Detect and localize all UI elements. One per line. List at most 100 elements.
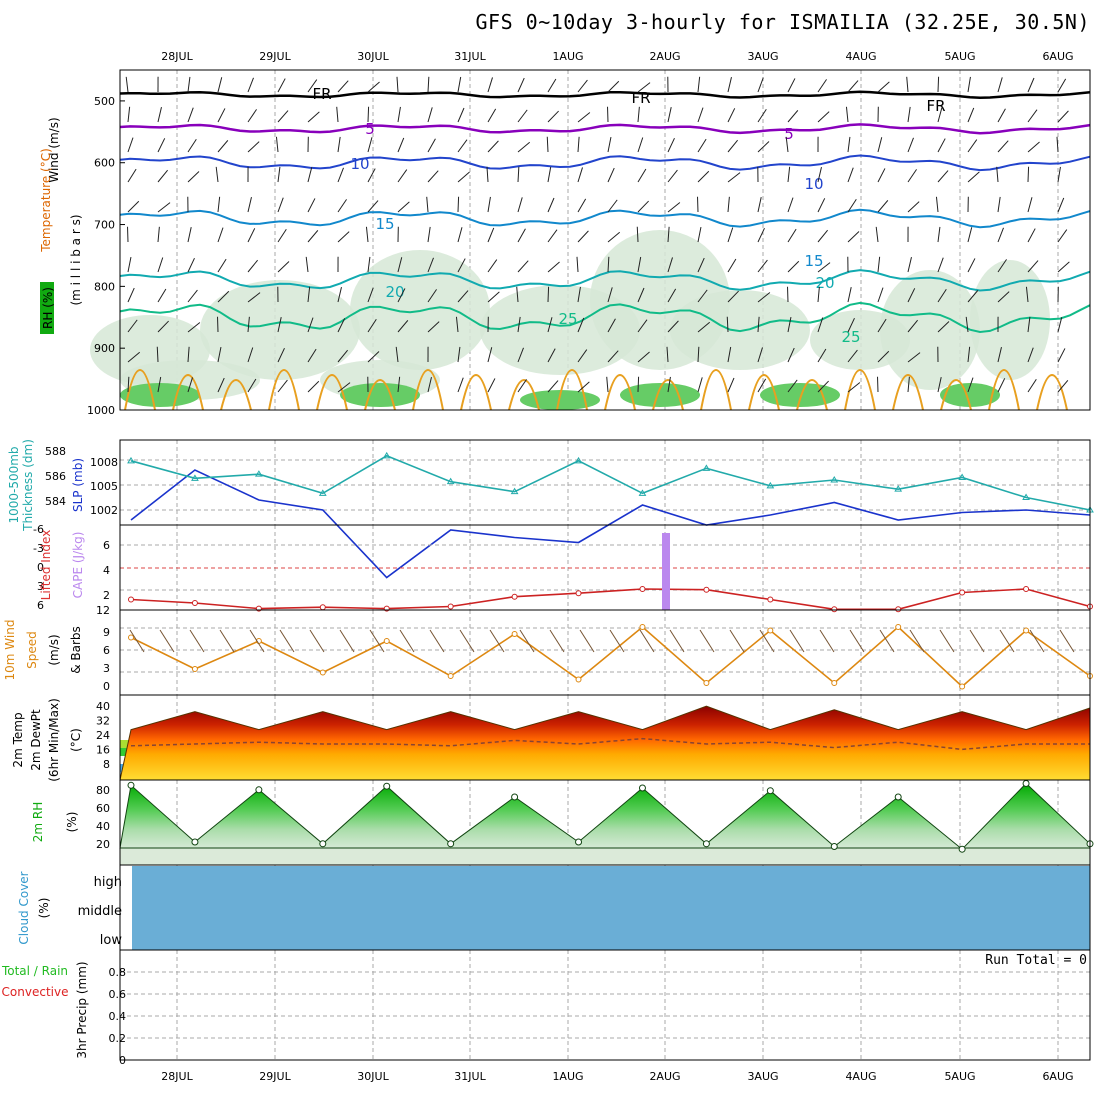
date-label-top: 3AUG — [747, 50, 778, 63]
precip-tick: 0.2 — [109, 1032, 127, 1045]
wind-barb — [547, 317, 553, 333]
wind-barb — [787, 347, 795, 363]
wind-barb — [697, 226, 702, 243]
wind-barb — [637, 376, 640, 393]
rh-point — [127, 781, 135, 789]
wind-barb — [247, 347, 254, 363]
wind-barb — [1057, 380, 1069, 393]
rh-shading — [200, 280, 360, 380]
wind-barb — [637, 137, 644, 153]
date-label-bottom: 3AUG — [747, 1070, 778, 1083]
date-label-top: 4AUG — [845, 50, 876, 63]
wind-barb — [967, 107, 975, 123]
wind-barb — [427, 377, 432, 393]
isotherm-30 — [844, 369, 876, 411]
rh-point — [447, 840, 455, 848]
temperature-tick: 8 — [103, 758, 110, 771]
wind-barb — [726, 316, 729, 333]
isotherm-30 — [220, 379, 252, 411]
wind-barb — [907, 319, 919, 333]
isotherm-30 — [988, 369, 1020, 411]
wind-barb — [547, 286, 550, 303]
wind-barb — [577, 317, 585, 333]
rh-point — [255, 786, 263, 794]
wind-barb — [667, 257, 673, 273]
wind-barb — [487, 378, 496, 393]
precip-panel — [119, 949, 1091, 1061]
wind-barb — [487, 196, 491, 213]
wind-barb — [157, 226, 160, 243]
wind-barb — [967, 290, 979, 303]
slp-point — [191, 474, 199, 481]
precip-convective-label: Convective — [2, 985, 69, 999]
wind-barb — [606, 376, 609, 393]
wind-barb — [337, 382, 351, 393]
isotherm-30 — [796, 379, 828, 411]
wind-barb — [397, 201, 410, 213]
wind-speed-point — [191, 666, 198, 672]
surface-wind-barb — [249, 629, 265, 653]
wind-barb — [217, 227, 224, 243]
cloud-axis-label: Cloud Cover — [17, 871, 31, 944]
wind-barb — [187, 227, 192, 243]
isotherm-5 — [119, 123, 1091, 135]
cape-tick: 2 — [103, 589, 110, 602]
wind-barb — [337, 349, 349, 363]
wind-barb — [1027, 109, 1038, 123]
isotherm-30 — [700, 369, 732, 411]
thickness-unit-label: Thickness (dm) — [21, 439, 35, 532]
wind-barb — [877, 137, 883, 153]
date-label-bottom: 2AUG — [649, 1070, 680, 1083]
lifted-index-point — [319, 604, 326, 611]
wind-barb — [997, 77, 1003, 93]
wind-barb — [727, 77, 732, 93]
wind-barb — [967, 171, 980, 183]
wind-barb — [817, 348, 827, 363]
wind-barb — [697, 346, 700, 363]
isotherm-30 — [124, 369, 156, 411]
wind-barb — [967, 139, 978, 153]
wind-barb — [217, 258, 227, 273]
wind-barb — [847, 318, 855, 333]
wind-barb — [277, 166, 281, 183]
wind-barb — [187, 289, 198, 303]
lifted-index-tick: 0 — [37, 561, 44, 574]
surface-wind-barb — [489, 629, 505, 653]
wind-barb — [847, 287, 852, 303]
wind-barb — [877, 200, 889, 213]
wind-barb — [367, 376, 369, 393]
isotherm-30 — [412, 369, 444, 411]
surface-wind-barb — [429, 629, 445, 653]
surface-wind-barb — [789, 629, 805, 653]
surface-wind-barb — [1059, 629, 1075, 653]
surface-wind-barb — [999, 629, 1015, 653]
wind-barb — [667, 202, 681, 213]
wind-barb — [455, 316, 459, 333]
rh-shading — [670, 290, 810, 370]
wind-barb — [127, 200, 140, 213]
isotherm-30 — [316, 374, 348, 411]
isotherm-30 — [892, 374, 924, 411]
precip-tick: 0.6 — [109, 988, 127, 1001]
date-label-bottom: 6AUG — [1042, 1070, 1073, 1083]
wind-tick: 3 — [103, 662, 110, 675]
wind-barb — [817, 136, 819, 153]
temperature-axis-label: (°C) — [69, 728, 83, 752]
wind-barb — [1027, 316, 1031, 333]
thickness-tick: 584 — [45, 495, 66, 508]
wind-barb — [157, 169, 169, 183]
lifted-index-point — [1023, 586, 1030, 592]
wind-barb — [937, 107, 943, 123]
wind-barb — [457, 107, 465, 123]
surface-wind-barb — [579, 629, 595, 653]
wind-barb — [367, 200, 379, 213]
rh-high-shading — [120, 383, 200, 407]
wind-barb — [487, 140, 499, 153]
wind-barb — [727, 346, 732, 363]
wind-barb — [997, 140, 1009, 153]
wind-barb — [727, 258, 737, 273]
temperature-tick: 16 — [96, 744, 110, 757]
wind-barb — [157, 107, 162, 123]
lifted-index-point — [511, 593, 518, 600]
dewpoint-line — [130, 737, 1090, 751]
